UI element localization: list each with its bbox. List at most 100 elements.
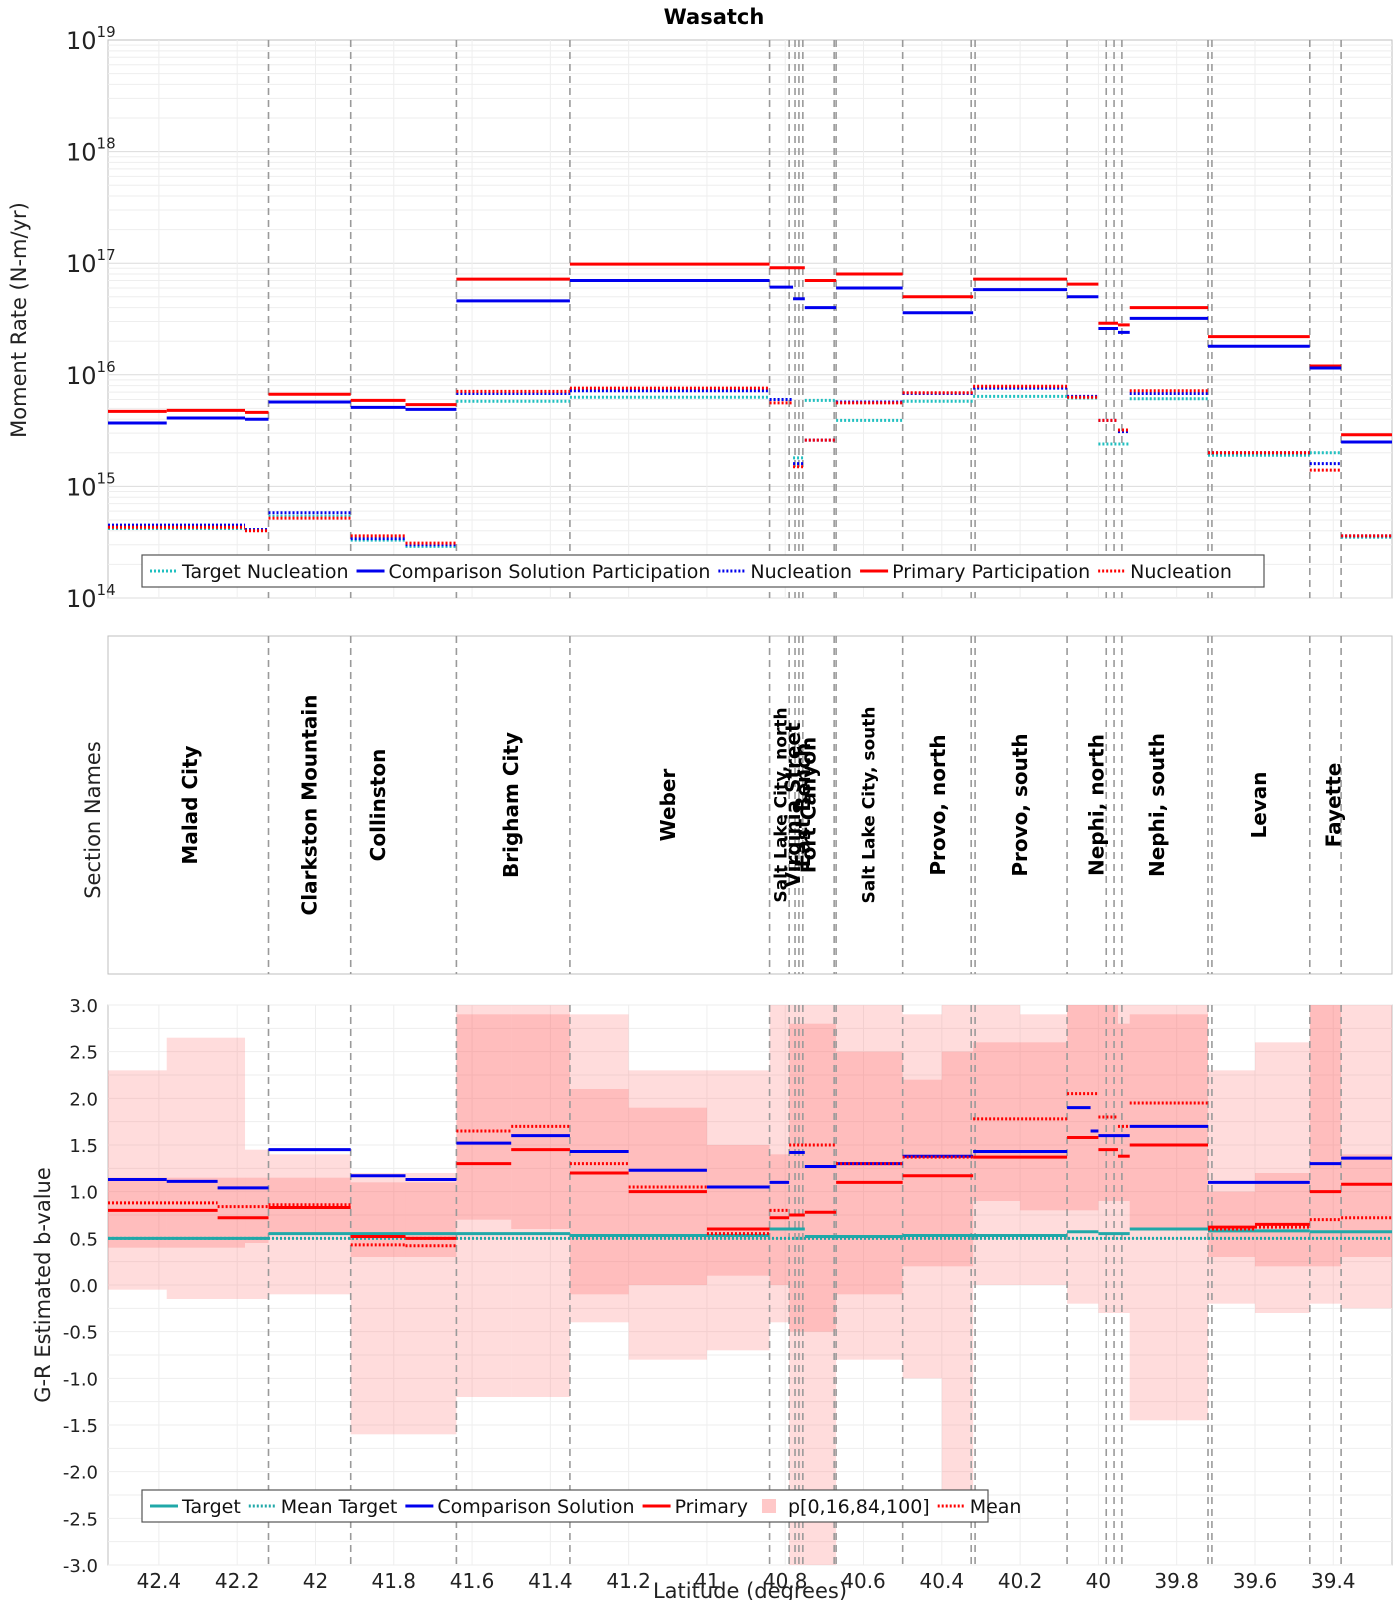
bvalue-y-tick-label: 0.5 bbox=[69, 1229, 98, 1250]
percentile-band-outer bbox=[166, 1037, 246, 1299]
percentile-band-outer bbox=[804, 1005, 837, 1565]
moment-rate-legend: Target Nucleation Comparison Solution Par… bbox=[141, 554, 1265, 588]
b-value-panel: -3.0 -2.5 -2.0 -1.5 -1.0 -0.5 0.0 0.5 1.0 1.5 2.0 2… bbox=[31, 996, 1393, 1600]
percentile-band-inner bbox=[1020, 1042, 1068, 1211]
section-name-label: Salt Lake City, north bbox=[771, 707, 791, 902]
percentile-band-outer bbox=[1117, 1005, 1130, 1313]
percentile-band-outer bbox=[941, 1005, 974, 1500]
percentile-band-inner bbox=[706, 1145, 770, 1276]
legend-label: p[0,16,84,100] bbox=[788, 1496, 930, 1518]
percentile-band-outer bbox=[1020, 1014, 1068, 1285]
legend-label: Mean bbox=[970, 1496, 1022, 1518]
moment-y-tick-label: 1017 bbox=[66, 246, 116, 278]
section-name-label: Nephi, north bbox=[1084, 734, 1108, 876]
section-name-label: Malad City bbox=[178, 745, 202, 864]
section-name-label: Brigham City bbox=[499, 732, 523, 878]
section-name-label: Fort Canyon bbox=[797, 737, 821, 873]
bvalue-y-tick-label: -0.5 bbox=[63, 1323, 98, 1344]
latitude-tick-label: 41.6 bbox=[450, 1569, 495, 1593]
percentile-band-outer bbox=[1067, 1005, 1099, 1304]
percentile-band-inner bbox=[1098, 1005, 1118, 1201]
latitude-tick-label: 41.4 bbox=[528, 1569, 573, 1593]
section-name-label: Fayette bbox=[1321, 763, 1345, 848]
percentile-band-inner bbox=[1341, 1154, 1392, 1257]
percentile-band-inner bbox=[769, 1154, 790, 1285]
legend-label: Comparison Solution Participation bbox=[389, 561, 711, 583]
percentile-band-inner bbox=[804, 1023, 837, 1332]
legend-label: Primary bbox=[675, 1496, 748, 1518]
section-name-labels: Malad City Clarkston Mountain Collinston Br… bbox=[178, 695, 1345, 916]
bvalue-y-tick-label: -1.0 bbox=[63, 1369, 98, 1390]
percentile-band-outer bbox=[1208, 1070, 1255, 1304]
moment-y-tick-label: 1016 bbox=[66, 358, 116, 390]
bvalue-y-tick-label: -3.0 bbox=[63, 1556, 98, 1577]
section-names-y-axis-label: Section Names bbox=[81, 741, 105, 899]
moment-rate-series bbox=[108, 262, 1392, 548]
latitude-tick-label: 41.8 bbox=[372, 1569, 417, 1593]
latitude-tick-label: 41.2 bbox=[606, 1569, 651, 1593]
section-names-panel: Malad City Clarkston Mountain Collinston Br… bbox=[81, 635, 1393, 975]
percentile-band-outer bbox=[789, 1005, 805, 1565]
b-value-y-ticks: -3.0 -2.5 -2.0 -1.5 -1.0 -0.5 0.0 0.5 1.0 1.5 2.0 2… bbox=[63, 996, 98, 1577]
section-names-boundaries bbox=[267, 636, 1342, 974]
moment-y-tick-label: 1019 bbox=[66, 23, 116, 55]
section-name-label: Provo, south bbox=[1008, 733, 1032, 876]
percentile-band-inner bbox=[245, 1177, 269, 1243]
x-axis-label: Latitude (degrees) bbox=[653, 1579, 847, 1600]
section-name-label: Salt Lake City, south bbox=[859, 707, 879, 904]
percentile-band-outer bbox=[456, 1005, 512, 1397]
moment-rate-panel: 1014 1015 1016 1017 1018 1019 Wasatch Moment … bbox=[7, 5, 1393, 613]
latitude-tick-label: 39.4 bbox=[1311, 1569, 1356, 1593]
section-name-label: Provo, north bbox=[926, 734, 950, 875]
latitude-tick-label: 40.4 bbox=[920, 1569, 965, 1593]
b-value-legend: Target Mean Target Comparison Solution Prim… bbox=[141, 1489, 1022, 1523]
percentile-band-inner bbox=[941, 1051, 974, 1267]
percentile-band-inner bbox=[1309, 1005, 1342, 1267]
legend-box bbox=[141, 554, 1265, 588]
bvalue-y-tick-label: 2.5 bbox=[69, 1043, 98, 1064]
latitude-tick-label: 39.8 bbox=[1154, 1569, 1199, 1593]
percentile-band-inner bbox=[456, 1014, 512, 1220]
percentile-band-outer bbox=[1254, 1042, 1310, 1313]
latitude-tick-label: 39.6 bbox=[1233, 1569, 1278, 1593]
latitude-tick-label: 40.6 bbox=[841, 1569, 886, 1593]
bvalue-y-tick-label: 2.0 bbox=[69, 1089, 98, 1110]
percentile-band-inner bbox=[511, 1014, 570, 1229]
legend-swatch bbox=[761, 1499, 776, 1513]
moment-y-tick-label: 1014 bbox=[66, 581, 116, 613]
percentile-band-outer bbox=[628, 1070, 707, 1360]
moment-y-tick-label: 1015 bbox=[66, 469, 116, 501]
bvalue-y-tick-label: 0.0 bbox=[69, 1276, 98, 1297]
percentile-band-outer bbox=[268, 1154, 351, 1295]
percentile-band-outer bbox=[511, 1005, 570, 1397]
bvalue-y-tick-label: -2.5 bbox=[63, 1509, 98, 1530]
bvalue-y-tick-label: 1.5 bbox=[69, 1136, 98, 1157]
legend-box bbox=[141, 1489, 989, 1523]
section-name-label: Nephi, south bbox=[1145, 733, 1169, 877]
percentile-band-inner bbox=[628, 1107, 707, 1285]
percentile-band-outer bbox=[706, 1070, 770, 1351]
percentile-band-inner bbox=[1129, 1014, 1209, 1229]
latitude-tick-label: 41 bbox=[694, 1569, 719, 1593]
percentile-band-outer bbox=[405, 1173, 457, 1435]
percentile-band-inner bbox=[836, 1051, 903, 1295]
percentile-band-inner bbox=[1208, 1191, 1255, 1257]
section-name-label: Weber bbox=[656, 769, 680, 842]
latitude-tick-label: 40.2 bbox=[998, 1569, 1043, 1593]
percentile-band-outer bbox=[1129, 1005, 1209, 1421]
legend-label: Mean Target bbox=[281, 1496, 398, 1518]
moment-y-tick-label: 1018 bbox=[66, 135, 116, 167]
section-name-label: Clarkston Mountain bbox=[298, 695, 322, 916]
legend-label: Nucleation bbox=[750, 561, 852, 583]
b-value-y-axis-label: G-R Estimated b-value bbox=[31, 1167, 55, 1403]
latitude-tick-label: 42.2 bbox=[215, 1569, 260, 1593]
percentile-band-inner bbox=[789, 1023, 805, 1332]
legend-label: Target Nucleation bbox=[181, 561, 349, 583]
b-value-section-boundaries bbox=[267, 1005, 1342, 1565]
percentile-band-inner bbox=[1117, 1023, 1130, 1201]
section-name-label: Collinston bbox=[366, 749, 390, 862]
chart-title: Wasatch bbox=[664, 5, 765, 29]
percentile-band-outer bbox=[1098, 1005, 1118, 1313]
bvalue-y-tick-label: 1.0 bbox=[69, 1183, 98, 1204]
